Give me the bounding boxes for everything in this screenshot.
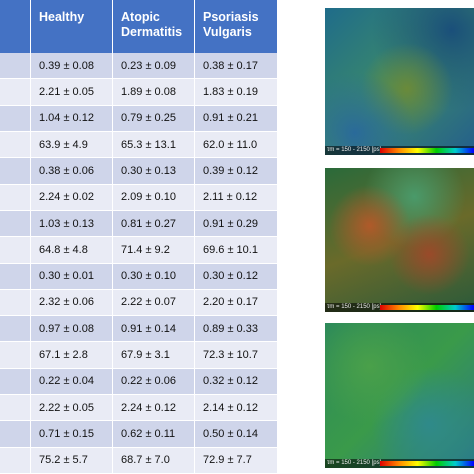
table-cell: 0.38 ± 0.17	[195, 53, 277, 79]
scale-bar: τm = 150 - 2150 [ps]	[325, 146, 474, 155]
scale-label: τm = 150 - 2150 [ps]	[327, 460, 382, 466]
row-label-cell	[0, 289, 30, 316]
table-cell: 71.4 ± 9.2	[113, 237, 194, 263]
color-bar	[380, 148, 474, 153]
microscopy-image: τm = 150 - 2150 [ps]	[325, 168, 474, 312]
table-cell: 0.22 ± 0.06	[113, 368, 194, 395]
table-cell: 2.32 ± 0.06	[31, 289, 112, 316]
table-cell: 0.30 ± 0.12	[195, 263, 277, 289]
table-cell: 2.22 ± 0.05	[31, 395, 112, 421]
row-label-cell	[0, 447, 30, 473]
table-cell: 1.89 ± 0.08	[113, 79, 194, 105]
table-cell: 0.39 ± 0.08	[31, 53, 112, 79]
row-label-cell	[0, 210, 30, 237]
row-label-cell	[0, 316, 30, 342]
table-cell: 0.30 ± 0.10	[113, 263, 194, 289]
color-bar	[380, 461, 474, 466]
data-table: Healthy Atopic Dermatitis Psoriasis Vulgar…	[0, 0, 277, 473]
microscopy-image: τm = 150 - 2150 [ps]	[325, 8, 474, 155]
table-cell: 2.14 ± 0.12	[195, 395, 277, 421]
table-cell: 0.50 ± 0.14	[195, 421, 277, 447]
table-cell: 1.03 ± 0.13	[31, 210, 112, 237]
row-label-cell	[0, 158, 30, 184]
table-cell: 0.30 ± 0.01	[31, 263, 112, 289]
table-cell: 2.22 ± 0.07	[113, 289, 194, 316]
table-cell: 0.32 ± 0.12	[195, 368, 277, 395]
table-cell: 0.38 ± 0.06	[31, 158, 112, 184]
row-label-cell	[0, 342, 30, 368]
table-cell: 1.83 ± 0.19	[195, 79, 277, 105]
scale-label: τm = 150 - 2150 [ps]	[327, 147, 382, 153]
row-label-cell	[0, 237, 30, 263]
header-cell: Atopic Dermatitis	[113, 0, 194, 53]
table-cell: 2.24 ± 0.02	[31, 184, 112, 210]
table-cell: 67.1 ± 2.8	[31, 342, 112, 368]
table-cell: 64.8 ± 4.8	[31, 237, 112, 263]
table-cell: 63.9 ± 4.9	[31, 131, 112, 158]
row-label-cell	[0, 105, 30, 131]
table-cell: 0.23 ± 0.09	[113, 53, 194, 79]
row-label-cell	[0, 395, 30, 421]
table-cell: 0.22 ± 0.04	[31, 368, 112, 395]
table-cell: 2.09 ± 0.10	[113, 184, 194, 210]
row-label-cell	[0, 184, 30, 210]
row-label-cell	[0, 131, 30, 158]
table-cell: 0.91 ± 0.29	[195, 210, 277, 237]
table-cell: 67.9 ± 3.1	[113, 342, 194, 368]
table-cell: 2.24 ± 0.12	[113, 395, 194, 421]
row-label-cell	[0, 53, 30, 79]
table-cell: 2.11 ± 0.12	[195, 184, 277, 210]
table-cell: 0.81 ± 0.27	[113, 210, 194, 237]
color-bar	[380, 305, 474, 310]
table-cell: 0.89 ± 0.33	[195, 316, 277, 342]
table-cell: 75.2 ± 5.7	[31, 447, 112, 473]
table-cell: 68.7 ± 7.0	[113, 447, 194, 473]
table-cell: 0.91 ± 0.21	[195, 105, 277, 131]
table-cell: 0.91 ± 0.14	[113, 316, 194, 342]
table-cell: 2.21 ± 0.05	[31, 79, 112, 105]
table-cell: 69.6 ± 10.1	[195, 237, 277, 263]
table-cell: 0.71 ± 0.15	[31, 421, 112, 447]
table-cell: 65.3 ± 13.1	[113, 131, 194, 158]
row-label-cell	[0, 263, 30, 289]
header-cell: Psoriasis Vulgaris	[195, 0, 277, 53]
table-cell: 0.30 ± 0.13	[113, 158, 194, 184]
table-cell: 1.04 ± 0.12	[31, 105, 112, 131]
row-label-cell	[0, 421, 30, 447]
scale-bar: τm = 150 - 2150 [ps]	[325, 459, 474, 468]
header-cell: Healthy	[31, 0, 112, 53]
table-cell: 0.62 ± 0.11	[113, 421, 194, 447]
table-cell: 72.9 ± 7.7	[195, 447, 277, 473]
row-label-cell	[0, 368, 30, 395]
scale-bar: τm = 150 - 2150 [ps]	[325, 303, 474, 312]
header-cell	[0, 0, 30, 53]
microscopy-image: τm = 150 - 2150 [ps]	[325, 323, 474, 468]
table-cell: 0.39 ± 0.12	[195, 158, 277, 184]
table-cell: 0.79 ± 0.25	[113, 105, 194, 131]
scale-label: τm = 150 - 2150 [ps]	[327, 304, 382, 310]
row-label-cell	[0, 79, 30, 105]
table-cell: 0.97 ± 0.08	[31, 316, 112, 342]
table-cell: 62.0 ± 11.0	[195, 131, 277, 158]
table-cell: 2.20 ± 0.17	[195, 289, 277, 316]
table-cell: 72.3 ± 10.7	[195, 342, 277, 368]
